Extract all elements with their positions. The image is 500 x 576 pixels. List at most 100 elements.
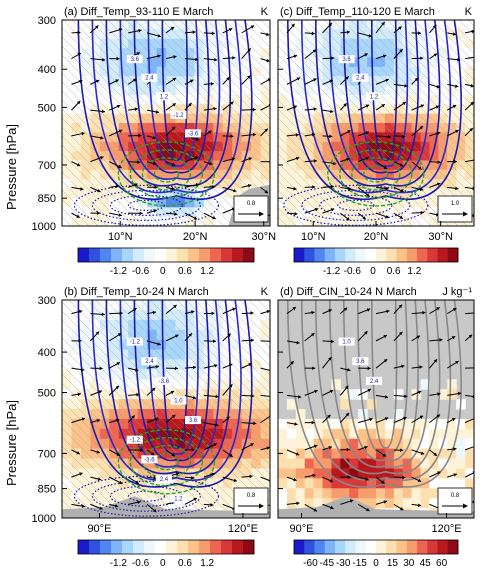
shade-cell xyxy=(251,349,262,361)
wind-arrowhead xyxy=(311,310,315,315)
shade-cell xyxy=(241,329,252,341)
shade-cell xyxy=(251,409,262,420)
shade-cell xyxy=(411,468,422,479)
shade-cell xyxy=(278,66,288,77)
shade-cell xyxy=(80,179,91,190)
wind-arrowhead xyxy=(346,447,350,452)
colorbar-swatch xyxy=(144,540,156,554)
contour-label: -3.6 xyxy=(188,131,199,137)
shade-cell xyxy=(222,329,233,341)
hatch-line xyxy=(368,20,474,126)
shade-cell xyxy=(80,104,91,115)
shade-cell xyxy=(128,418,139,430)
shade-cell xyxy=(203,468,214,479)
wind-arrowhead xyxy=(367,366,371,371)
shade-cell xyxy=(156,309,167,321)
wind-arrowhead xyxy=(81,367,85,372)
contour-line xyxy=(105,20,232,187)
shade-cell xyxy=(241,76,252,87)
shade-cell xyxy=(80,379,91,390)
wind-arrowhead xyxy=(330,109,334,114)
shade-cell xyxy=(203,418,214,430)
shade-cell xyxy=(194,141,205,152)
shade-cell xyxy=(393,179,404,190)
hatch-line xyxy=(62,508,72,518)
shade-cell xyxy=(90,94,101,105)
shade-cell xyxy=(465,48,474,59)
shade-cell xyxy=(232,359,243,370)
shade-cell xyxy=(286,188,297,199)
wind-arrowhead xyxy=(95,79,100,84)
y-tick-label: 1000 xyxy=(32,221,56,233)
wind-arrowhead xyxy=(232,188,237,193)
shade-cell xyxy=(304,38,315,49)
colorbar-frame xyxy=(77,539,255,555)
wind-arrowhead xyxy=(172,103,176,107)
shade-cell xyxy=(80,389,91,400)
hatch-line xyxy=(386,20,474,108)
panel-unit: K xyxy=(261,286,269,298)
wind-arrowhead xyxy=(76,163,81,167)
shade-cell xyxy=(260,349,270,361)
colorbar-tick-label: 0.6 xyxy=(178,558,192,569)
wind-arrowhead xyxy=(476,366,479,370)
colorbar-swatch xyxy=(155,248,167,262)
shade-cell xyxy=(71,458,82,470)
hatch-line xyxy=(167,300,270,403)
shade-cell xyxy=(232,300,243,311)
wind-arrowhead xyxy=(330,184,334,189)
shade-cell xyxy=(147,319,158,331)
shade-cell xyxy=(447,38,457,49)
shade-cell xyxy=(71,359,82,370)
shade-cell xyxy=(349,38,359,49)
shade-cell xyxy=(286,448,297,460)
reference-vector-label: 1.0 xyxy=(451,201,460,207)
shade-cell xyxy=(109,458,120,470)
shade-cell xyxy=(109,85,120,96)
hatch-line xyxy=(113,300,270,457)
shade-cell xyxy=(62,151,73,162)
shade-cell xyxy=(340,151,350,162)
shade-cell xyxy=(147,309,158,321)
shade-cell xyxy=(465,458,474,470)
shade-cell xyxy=(62,359,73,370)
shade-cell xyxy=(304,428,315,440)
shade-cell xyxy=(99,188,110,199)
shade-cell xyxy=(137,216,148,226)
shade-cell xyxy=(80,169,91,180)
colorbar-swatch xyxy=(177,248,189,262)
shade-cell xyxy=(222,418,233,430)
panel-frame xyxy=(61,299,271,519)
shade-cell xyxy=(376,458,386,470)
shade-cell xyxy=(429,151,439,162)
shade-cell xyxy=(156,169,167,180)
shade-cell xyxy=(438,188,448,199)
shade-cell xyxy=(251,179,262,190)
shade-cell xyxy=(331,132,341,143)
shade-cell xyxy=(175,329,186,341)
shade-cell xyxy=(62,132,73,143)
shade-cell xyxy=(147,207,158,218)
shade-cell xyxy=(137,468,148,479)
shade-cell xyxy=(251,94,262,105)
shade-cell xyxy=(118,188,129,199)
shade-cell xyxy=(80,438,91,450)
shade-cell xyxy=(184,428,195,440)
wind-arrowhead xyxy=(171,126,176,131)
shade-cell xyxy=(376,216,386,226)
shade-cell xyxy=(384,428,395,440)
shade-cell xyxy=(251,478,262,489)
shade-cell xyxy=(175,359,186,370)
colorbar-swatch xyxy=(199,540,211,554)
shade-cell xyxy=(99,379,110,390)
shade-cell xyxy=(175,498,186,509)
shade-cell xyxy=(438,160,448,171)
shade-cell xyxy=(80,468,91,479)
shade-cell xyxy=(286,132,297,143)
hatch-line xyxy=(62,310,270,518)
shade-cell xyxy=(62,113,73,124)
shade-cell xyxy=(71,409,82,420)
wind-arrowhead xyxy=(347,475,351,479)
shade-cell xyxy=(447,113,457,124)
